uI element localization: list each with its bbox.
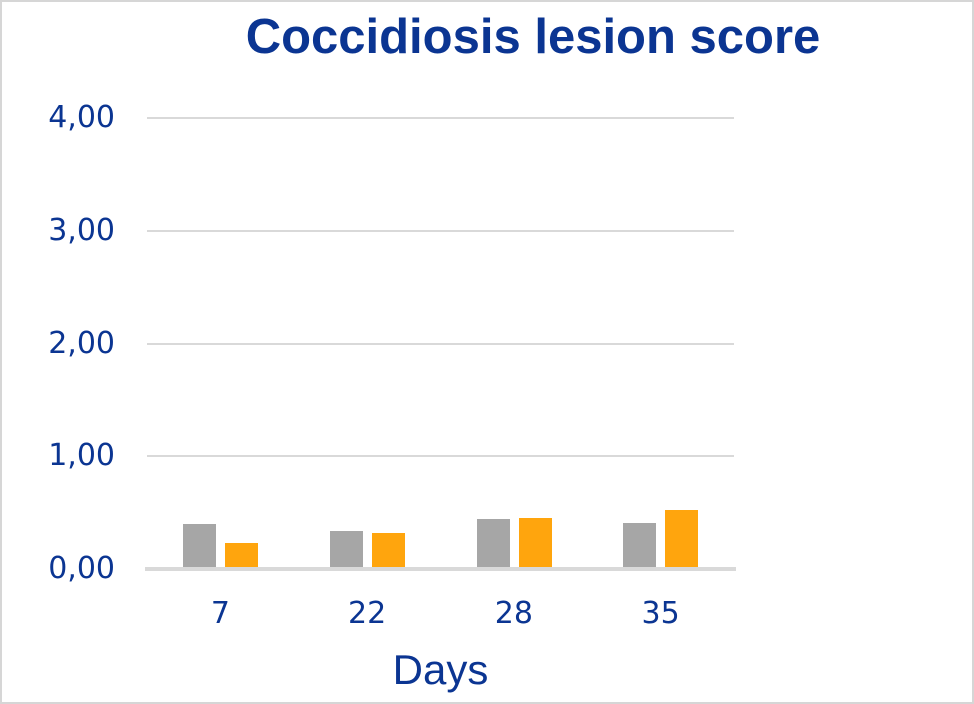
bar-group [441,118,588,569]
bar-gray-series [476,519,510,569]
y-tick-label: 0,00 [48,551,115,586]
bar-orange-series [225,543,258,569]
bar-gray-series [623,522,657,569]
x-axis-title: Days [392,646,489,693]
gridline [147,342,734,345]
x-tick-label: 7 [210,596,230,631]
plot-area [145,117,736,571]
chart-title: Coccidiosis lesion score [245,10,821,64]
x-axis-labels: 7 22 28 35 [147,592,734,636]
y-tick-label: 4,00 [48,100,115,135]
x-tick-label: 28 [494,596,533,631]
bar-orange-series [665,510,699,569]
bar-orange-series [518,518,552,569]
bar-group [147,118,294,569]
gridline [147,455,734,458]
y-axis-labels: 0,00 1,00 2,00 3,00 4,00 [2,2,115,702]
y-tick-label: 2,00 [48,325,115,361]
bar-group [294,118,441,569]
bar-orange-series [371,532,405,569]
gridline [147,229,734,232]
x-tick-label: 22 [348,596,387,631]
bar-group [587,118,734,569]
y-tick-label: 1,00 [48,438,115,474]
y-tick-label: 3,00 [48,212,115,248]
bar-gray-series [329,530,363,569]
x-tick-label: 35 [641,596,680,631]
bar-gray-series [183,523,216,569]
gridline [147,117,734,119]
x-axis-line [145,567,736,571]
